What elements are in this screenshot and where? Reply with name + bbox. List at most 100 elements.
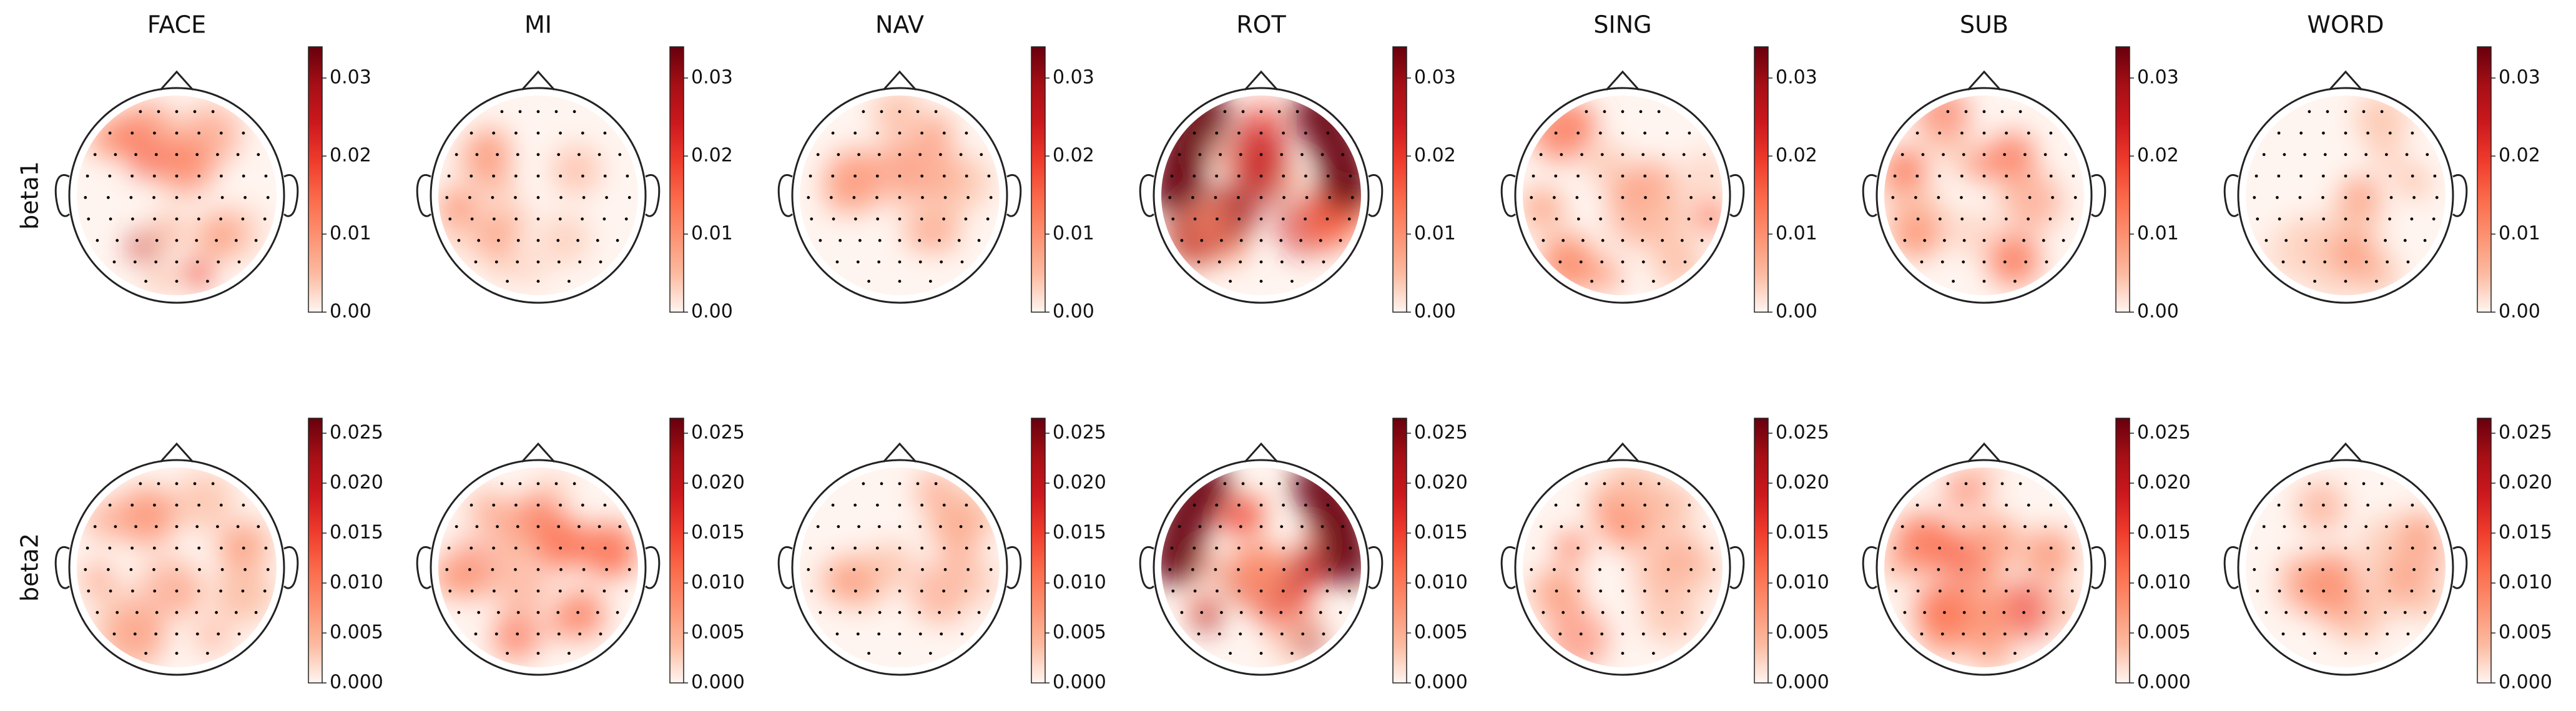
sensor-marker	[1531, 174, 1535, 178]
sensor-marker	[1237, 217, 1241, 221]
sensor-marker	[2024, 260, 2028, 263]
head-outline	[1153, 87, 1370, 304]
sensor-marker	[1193, 589, 1197, 593]
colorbar-tick-label: 0.015	[1776, 522, 1829, 544]
head-outline	[791, 459, 1008, 676]
sensor-marker	[236, 525, 240, 528]
sensor-marker	[2344, 525, 2347, 528]
sensor-marker	[880, 110, 883, 114]
sensor-marker	[1539, 153, 1543, 157]
sensor-marker	[898, 260, 902, 263]
sensor-marker	[934, 482, 938, 486]
sensor-marker	[603, 503, 607, 507]
sensor-marker	[1200, 610, 1204, 614]
sensor-marker	[2027, 503, 2030, 507]
sensor-marker	[108, 503, 112, 507]
column-title-rot: ROT	[1236, 11, 1286, 39]
sensor-marker	[1533, 217, 1536, 221]
sensor-marker	[1590, 652, 1594, 655]
sensor-marker	[492, 546, 495, 550]
sensor-marker	[557, 260, 561, 263]
sensor-marker	[856, 632, 860, 635]
sensor-marker	[500, 110, 504, 114]
sensor-marker	[943, 196, 947, 199]
sensor-marker	[263, 217, 267, 221]
sensor-marker	[2364, 238, 2367, 242]
sensor-marker	[536, 153, 540, 157]
sensor-marker	[2375, 652, 2378, 655]
sensor-marker	[1599, 503, 1602, 507]
sensor-marker	[1259, 196, 1263, 199]
head-outline	[68, 459, 285, 676]
sensor-marker	[2411, 503, 2414, 507]
sensor-marker	[2406, 260, 2410, 263]
sensor-marker	[455, 153, 458, 157]
sensor-marker	[144, 280, 148, 283]
sensor-marker	[457, 610, 461, 614]
colorbar-tick-label: 0.01	[1776, 223, 1817, 245]
sensor-marker	[2070, 589, 2074, 593]
sensor-marker	[195, 610, 199, 614]
sensor-marker	[1304, 589, 1307, 593]
sensor-marker	[1682, 153, 1686, 157]
sensor-marker	[469, 174, 473, 178]
sensor-marker	[1710, 546, 1714, 550]
sensor-marker	[1237, 503, 1241, 507]
sensor-marker	[943, 174, 946, 178]
sensor-marker	[939, 153, 942, 157]
head-outline	[1514, 459, 1731, 676]
sensor-marker	[2364, 610, 2367, 614]
sensor-marker	[1900, 525, 1904, 528]
colorbar-gradient	[1392, 418, 1407, 684]
sensor-marker	[1683, 632, 1687, 635]
sensor-marker	[1960, 503, 1964, 507]
sensor-marker	[242, 503, 245, 507]
colorbar-tick-label: 0.005	[1053, 622, 1106, 644]
sensor-marker	[965, 174, 968, 178]
sensor-marker	[2277, 174, 2281, 178]
sensor-marker	[2321, 546, 2325, 550]
sensor-marker	[1168, 568, 1172, 571]
sensor-marker	[867, 652, 870, 655]
sensor-marker	[2344, 503, 2347, 507]
sensor-marker	[832, 217, 835, 221]
sensor-marker	[1341, 153, 1345, 157]
sensor-marker	[939, 525, 942, 528]
sensor-marker	[1920, 632, 1924, 635]
sensor-marker	[2366, 131, 2370, 135]
sensor-marker	[175, 217, 179, 221]
sensor-marker	[175, 260, 179, 263]
sensor-marker	[220, 196, 224, 199]
sensor-marker	[918, 238, 922, 242]
sensor-marker	[1239, 632, 1242, 635]
sensor-marker	[1621, 589, 1625, 593]
sensor-marker	[109, 589, 112, 593]
sensor-marker	[831, 131, 835, 135]
sensor-marker	[1215, 546, 1218, 550]
sensor-marker	[2344, 589, 2347, 593]
sensor-marker	[2426, 525, 2429, 528]
sensor-marker	[603, 546, 607, 550]
sensor-marker	[1643, 589, 1646, 593]
sensor-marker	[837, 525, 840, 528]
sensor-marker	[1903, 610, 1907, 614]
sensor-marker	[1295, 110, 1299, 114]
sensor-marker	[2042, 238, 2045, 242]
sensor-marker	[1599, 589, 1603, 593]
sensor-marker	[1259, 610, 1263, 614]
sensor-marker	[1339, 238, 1342, 242]
sensor-marker	[1575, 196, 1579, 199]
sensor-marker	[2000, 110, 2004, 114]
sensor-marker	[518, 482, 522, 486]
sensor-marker	[1341, 525, 1345, 528]
sensor-marker	[1915, 546, 1919, 550]
sensor-marker	[556, 238, 560, 242]
sensor-marker	[898, 238, 902, 242]
head-outline	[1875, 87, 2093, 304]
sensor-marker	[2324, 238, 2328, 242]
sensor-marker	[1215, 131, 1219, 135]
colorbar-tick-label: 0.025	[1053, 422, 1106, 444]
sensor-marker	[1215, 174, 1218, 178]
sensor-marker	[2323, 260, 2327, 263]
sensor-marker	[2018, 110, 2022, 114]
